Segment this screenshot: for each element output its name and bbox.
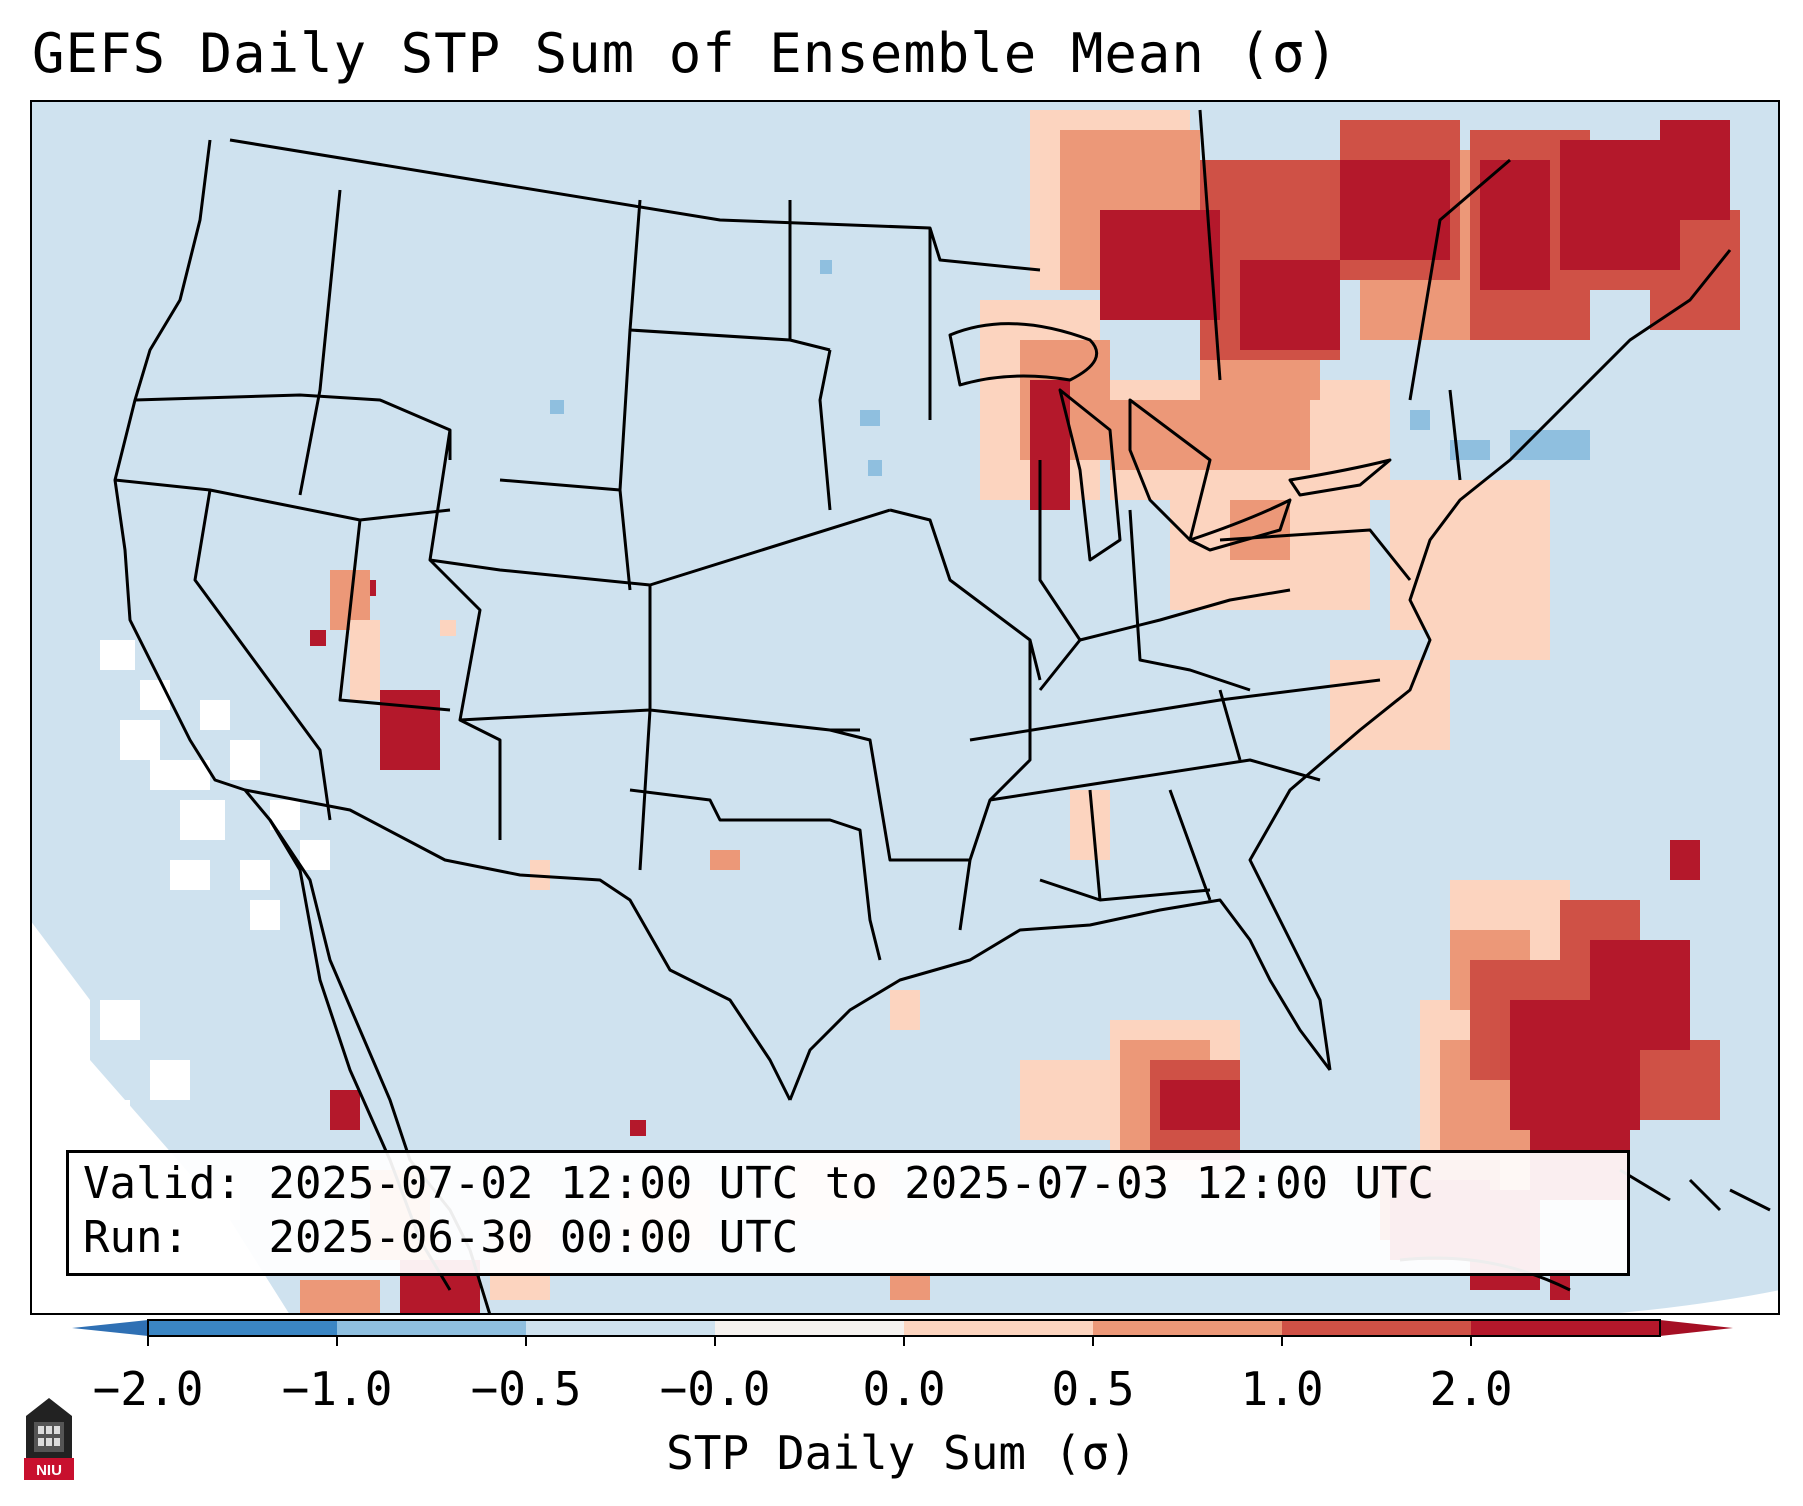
map-panel <box>30 100 1780 1315</box>
map-canvas <box>30 100 1780 1315</box>
colorbar-bin-2 <box>526 1320 716 1336</box>
state-boundaries <box>113 109 1771 1315</box>
valid-label: Valid: <box>83 1158 242 1209</box>
colorbar-tick-label: 1.0 <box>1240 1362 1324 1416</box>
colorbar-graphic <box>72 1319 1733 1346</box>
chart-title: GEFS Daily STP Sum of Ensemble Mean (σ) <box>32 22 1339 85</box>
colorbar <box>0 1318 1803 1366</box>
run-row: Run: 2025-06-30 00:00 UTC <box>83 1211 1627 1265</box>
colorbar-bin-5 <box>1093 1320 1283 1336</box>
niu-logo: NIU <box>24 1398 74 1480</box>
valid-value: 2025-07-02 12:00 UTC to 2025-07-03 12:00… <box>268 1158 1435 1209</box>
valid-row: Valid: 2025-07-02 12:00 UTC to 2025-07-0… <box>83 1157 1627 1211</box>
run-value: 2025-06-30 00:00 UTC <box>268 1212 799 1263</box>
colorbar-tick-label: 2.0 <box>1429 1362 1513 1416</box>
valid-run-info-box: Valid: 2025-07-02 12:00 UTC to 2025-07-0… <box>66 1150 1630 1276</box>
colorbar-tick-label: −2.0 <box>92 1362 204 1416</box>
colorbar-bin-4 <box>904 1320 1094 1336</box>
colorbar-tick-label: 0.5 <box>1051 1362 1135 1416</box>
colorbar-extend-high <box>1660 1320 1733 1336</box>
colorbar-tick-label: −0.5 <box>470 1362 582 1416</box>
colorbar-label: STP Daily Sum (σ) <box>666 1426 1137 1480</box>
colorbar-bin-0 <box>148 1320 338 1336</box>
niu-logo-text: NIU <box>36 1462 62 1479</box>
colorbar-bin-6 <box>1282 1320 1472 1336</box>
colorbar-bin-1 <box>337 1320 527 1336</box>
colorbar-tick-label: −1.0 <box>281 1362 393 1416</box>
colorbar-tick-label: −0.0 <box>659 1362 771 1416</box>
colorbar-bin-7 <box>1471 1320 1661 1336</box>
run-label: Run: <box>83 1212 189 1263</box>
colorbar-extend-low <box>72 1320 148 1336</box>
colorbar-tick-label: 0.0 <box>862 1362 946 1416</box>
map-frame <box>30 100 1780 1315</box>
colorbar-bin-3 <box>715 1320 905 1336</box>
